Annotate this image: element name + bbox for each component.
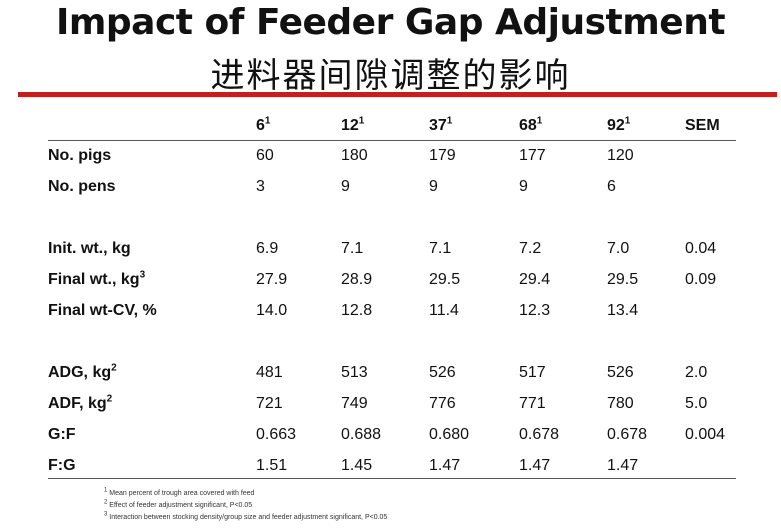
table-bottom-rule [48, 478, 736, 479]
table-row: G:F 0.663 0.688 0.680 0.678 0.678 0.004 [48, 419, 745, 450]
table-cell: 120 [607, 146, 634, 164]
row-label: Init. wt., kg [48, 239, 131, 257]
table-row: ADG, kg2 481 513 526 517 526 2.0 [48, 357, 745, 388]
table-cell: 526 [429, 363, 456, 381]
table-cell: 14.0 [256, 301, 288, 319]
table-row: Init. wt., kg 6.9 7.1 7.1 7.2 7.0 0.04 [48, 233, 745, 264]
table-cell: 771 [519, 394, 546, 412]
table-cell: 7.2 [519, 239, 542, 257]
table-cell: 0.004 [685, 425, 726, 443]
row-label: No. pigs [48, 146, 112, 164]
table-cell [685, 140, 745, 171]
table-cell: 9 [519, 177, 528, 195]
row-label: ADF, kg2 [48, 393, 113, 412]
column-header: SEM [685, 116, 720, 134]
table-cell: 12.8 [341, 301, 373, 319]
title-divider [18, 92, 777, 97]
table-cell: 0.678 [519, 425, 560, 443]
table-cell: 6 [607, 177, 616, 195]
table-cell: 29.5 [607, 270, 639, 288]
table-cell: 0.04 [685, 239, 717, 257]
table-cell: 1.47 [607, 456, 639, 474]
row-label: Final wt., kg3 [48, 269, 146, 288]
table-cell: 7.1 [429, 239, 452, 257]
spacer-row [48, 202, 745, 233]
table-cell: 179 [429, 146, 456, 164]
table-cell: 29.5 [429, 270, 461, 288]
table-row: Final wt-CV, % 14.0 12.8 11.4 12.3 13.4 [48, 295, 745, 326]
table-cell: 481 [256, 363, 283, 381]
table-cell: 9 [341, 177, 350, 195]
table-cell: 3 [256, 177, 265, 195]
table-cell: 2.0 [685, 363, 708, 381]
table-header-rule [48, 140, 736, 141]
slide-subtitle: 进料器间隙调整的影响 [210, 56, 571, 96]
footnotes: 1 Mean percent of trough area covered wi… [104, 488, 387, 524]
row-label: F:G [48, 456, 76, 474]
spacer-row [48, 326, 745, 357]
table-cell: 1.45 [341, 456, 373, 474]
header-label-cell [48, 111, 256, 140]
table-cell [685, 171, 745, 202]
table-cell: 177 [519, 146, 546, 164]
table-row: Final wt., kg3 27.9 28.9 29.5 29.4 29.5 … [48, 264, 745, 295]
table-cell: 0.09 [685, 270, 717, 288]
table-cell: 0.678 [607, 425, 648, 443]
table-cell [685, 450, 745, 481]
table-cell: 7.1 [341, 239, 364, 257]
slide-title: Impact of Feeder Gap Adjustment [55, 2, 726, 43]
column-header: 371 [429, 115, 453, 134]
table-header-row: 61 121 371 681 921 SEM [48, 111, 745, 140]
table-cell: 29.4 [519, 270, 551, 288]
table-cell: 749 [341, 394, 368, 412]
table-cell: 0.680 [429, 425, 470, 443]
column-header: 61 [256, 115, 271, 134]
table-cell: 28.9 [341, 270, 373, 288]
table-cell: 721 [256, 394, 283, 412]
table-cell: 1.47 [519, 456, 551, 474]
table-cell: 11.4 [429, 301, 459, 319]
table-cell: 27.9 [256, 270, 288, 288]
row-label: ADG, kg2 [48, 362, 117, 381]
footnote: 3 Interaction between stocking density/g… [104, 511, 388, 521]
table-row: No. pens 3 9 9 9 6 [48, 171, 745, 202]
footnote: 2 Effect of feeder adjustment significan… [104, 499, 253, 509]
table-cell: 9 [429, 177, 438, 195]
table-cell: 6.9 [256, 239, 279, 257]
row-label: No. pens [48, 177, 116, 195]
table-row: No. pigs 60 180 179 177 120 [48, 140, 745, 171]
column-header: 921 [607, 115, 631, 134]
table-row: F:G 1.51 1.45 1.47 1.47 1.47 [48, 450, 745, 481]
table-cell: 513 [341, 363, 368, 381]
table-cell: 5.0 [685, 394, 708, 412]
table-cell: 180 [341, 146, 368, 164]
table-cell: 780 [607, 394, 634, 412]
table-cell: 60 [256, 146, 274, 164]
table-cell: 0.663 [256, 425, 297, 443]
column-header: 121 [341, 115, 365, 134]
row-label: Final wt-CV, % [48, 301, 157, 319]
table-cell: 0.688 [341, 425, 382, 443]
table-cell: 12.3 [519, 301, 551, 319]
table-cell: 1.47 [429, 456, 461, 474]
table-row: ADF, kg2 721 749 776 771 780 5.0 [48, 388, 745, 419]
table-cell: 526 [607, 363, 634, 381]
table-cell: 517 [519, 363, 546, 381]
table-cell [685, 295, 745, 326]
column-header: 681 [519, 115, 543, 134]
row-label: G:F [48, 425, 76, 443]
table-cell: 1.51 [256, 456, 288, 474]
table-cell: 776 [429, 394, 456, 412]
footnote: 1 Mean percent of trough area covered wi… [104, 487, 255, 497]
table-cell: 7.0 [607, 239, 630, 257]
results-table: 61 121 371 681 921 SEM No. pigs 60 180 1… [48, 111, 745, 481]
table-cell: 13.4 [607, 301, 639, 319]
